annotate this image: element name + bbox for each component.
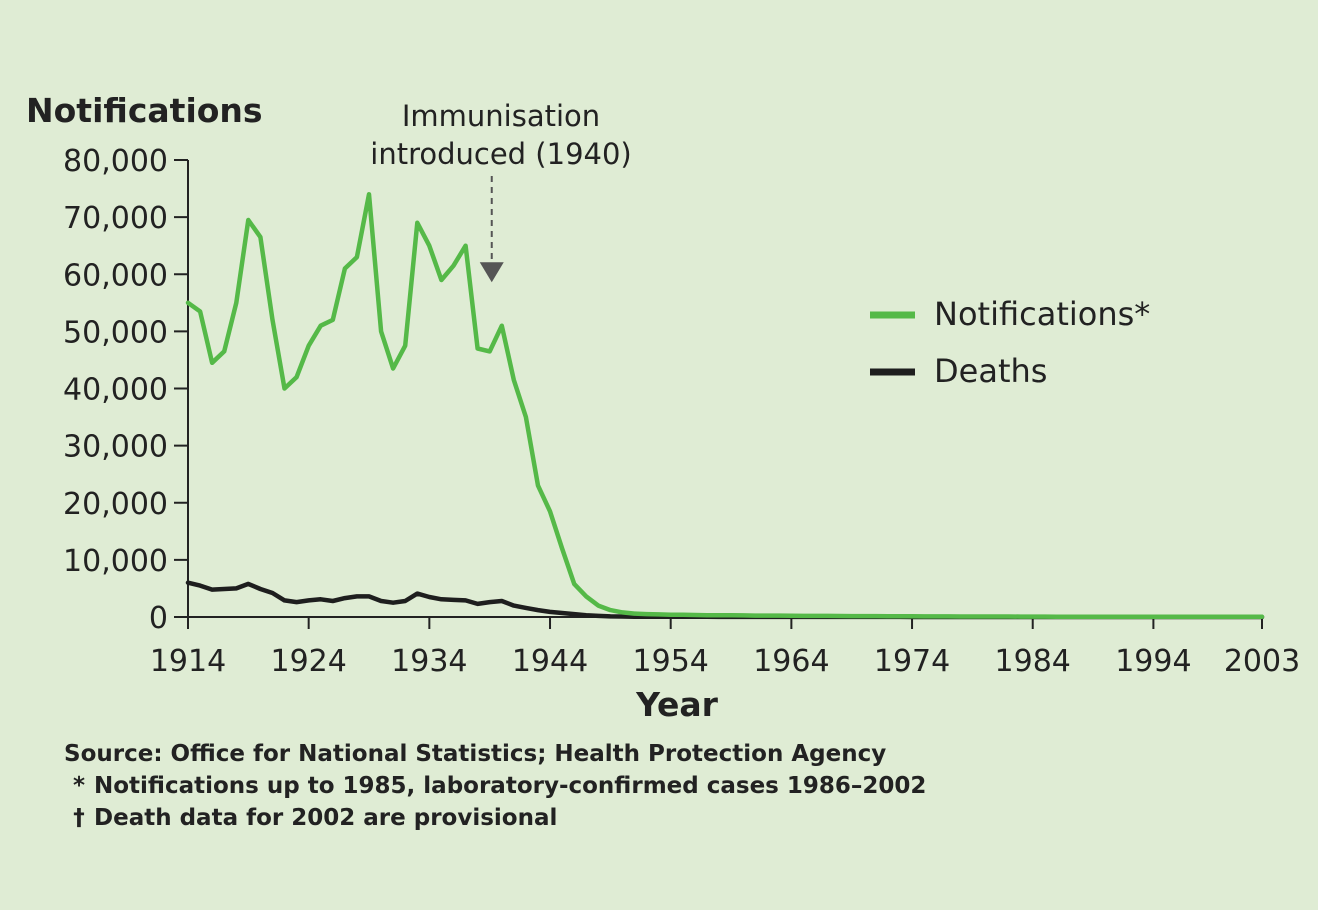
y-tick-label: 60,000 xyxy=(63,258,168,293)
x-tick-label: 1984 xyxy=(995,644,1071,679)
dagger-symbol: † xyxy=(73,805,85,831)
plot-area xyxy=(185,192,1265,620)
series-line-deaths xyxy=(185,580,1265,620)
dagger-note-text: Death data for 2002 are provisional xyxy=(94,805,558,831)
footnotes: Source: Office for National Statistics; … xyxy=(64,738,926,834)
y-tick-label: 0 xyxy=(149,601,168,636)
y-tick-label: 80,000 xyxy=(63,144,168,179)
x-tick-label: 1914 xyxy=(150,644,226,679)
y-tick-label: 20,000 xyxy=(63,487,168,522)
footnote-asterisk: * Notifications up to 1985, laboratory-c… xyxy=(64,770,926,802)
asterisk-symbol: * xyxy=(72,773,86,799)
source-note: Source: Office for National Statistics; … xyxy=(64,741,887,767)
x-tick-label: 1964 xyxy=(753,644,829,679)
x-axis: 1914 1924 1934 1944 1954 1964 1974 1984 1994 2003 xyxy=(150,616,1300,679)
legend-label-notifications: Notifications* xyxy=(934,295,1150,333)
asterisk-note-text: Notifications up to 1985, laboratory-con… xyxy=(94,773,927,799)
legend-label-deaths: Deaths xyxy=(934,352,1047,390)
y-tick-label: 70,000 xyxy=(63,201,168,236)
x-tick-label: 2003 xyxy=(1224,644,1300,679)
x-tick-label: 1924 xyxy=(270,644,346,679)
annotation: Immunisation introduced (1940) xyxy=(370,99,632,283)
x-tick-label: 1994 xyxy=(1115,644,1191,679)
x-axis-title: Year xyxy=(635,685,719,724)
y-tick-label: 30,000 xyxy=(63,430,168,465)
annotation-arrow-head xyxy=(479,262,504,283)
legend: Notifications* Deaths xyxy=(870,295,1150,390)
x-tick-label: 1934 xyxy=(391,644,467,679)
y-tick-label: 50,000 xyxy=(63,315,168,350)
y-axis-title: Notifications xyxy=(26,91,263,130)
y-axis: 0 10,000 20,000 30,000 40,000 50,000 60,000 70,… xyxy=(63,144,189,636)
x-tick-label: 1974 xyxy=(874,644,950,679)
series-line-notifications xyxy=(185,192,1265,619)
x-tick-label: 1944 xyxy=(512,644,588,679)
annotation-line-2: introduced (1940) xyxy=(370,137,631,171)
footnote-dagger: † Death data for 2002 are provisional xyxy=(64,802,926,834)
y-tick-label: 40,000 xyxy=(63,373,168,408)
annotation-line-1: Immunisation xyxy=(402,99,600,133)
x-tick-label: 1954 xyxy=(633,644,709,679)
y-tick-label: 10,000 xyxy=(63,544,168,579)
